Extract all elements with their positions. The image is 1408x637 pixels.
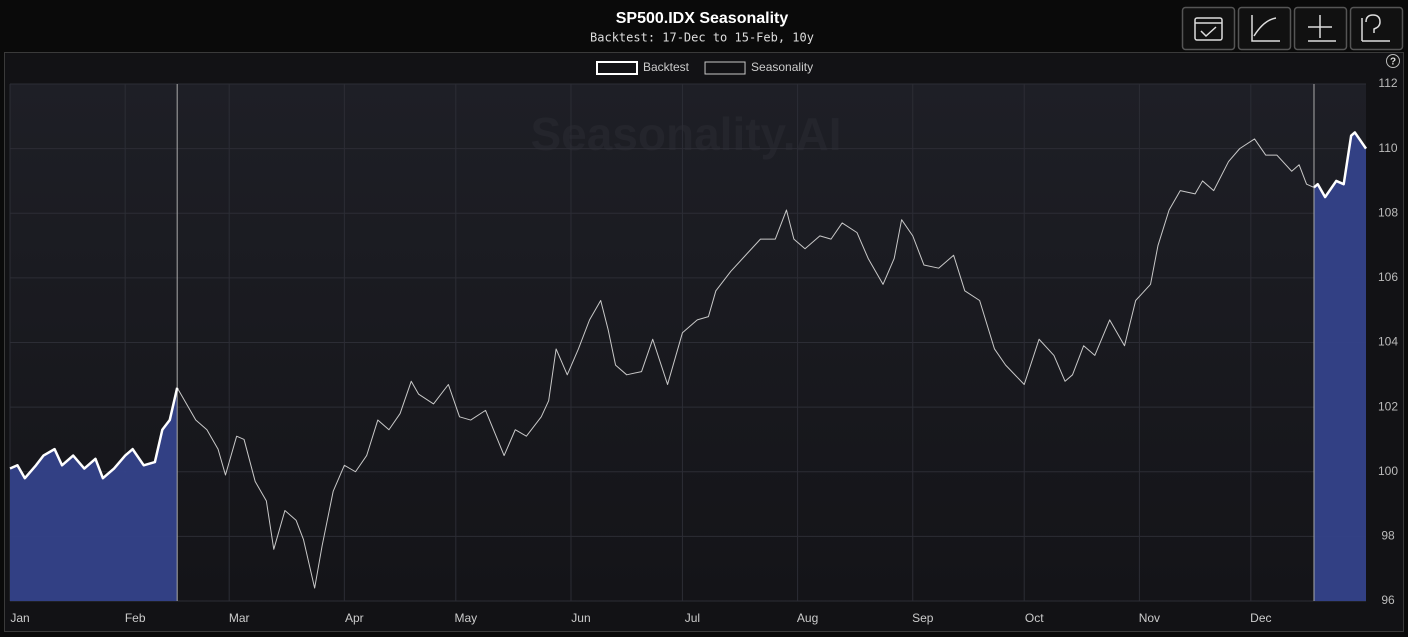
chart-subtitle: Backtest: 17-Dec to 15-Feb, 10y [590, 31, 814, 45]
backtest-area [1313, 132, 1366, 601]
y-tick-label: 104 [1378, 335, 1398, 349]
legend-swatch [596, 61, 638, 75]
x-tick-label: May [454, 611, 477, 625]
y-tick-label: 96 [1381, 593, 1395, 607]
x-tick-label: Oct [1025, 611, 1044, 625]
x-tick-label: Apr [345, 611, 364, 625]
y-tick-label: 110 [1378, 141, 1397, 155]
legend-swatch [704, 61, 746, 75]
add-button[interactable] [1293, 6, 1348, 51]
seasonality-line [176, 138, 1315, 589]
toolbar [1181, 6, 1404, 51]
chart-button[interactable] [1237, 6, 1292, 51]
y-tick-label: 98 [1381, 529, 1395, 543]
x-tick-label: Mar [229, 611, 250, 625]
x-tick-label: Aug [797, 611, 818, 625]
calendar-button[interactable] [1181, 6, 1236, 51]
x-tick-label: Jul [685, 611, 700, 625]
help-icon[interactable]: ? [1386, 54, 1400, 68]
x-tick-label: Feb [125, 611, 146, 625]
x-tick-label: Nov [1139, 611, 1160, 625]
backtest-line [9, 131, 1368, 480]
x-tick-label: Dec [1250, 611, 1271, 625]
help-icon-text: ? [1390, 57, 1396, 68]
legend: Backtest Seasonality [596, 60, 813, 75]
chart-title: SP500.IDX Seasonality [616, 10, 789, 27]
y-tick-label: 108 [1378, 205, 1398, 219]
x-tick-label: Sep [912, 611, 934, 625]
backtest-area [10, 387, 178, 601]
help-button[interactable] [1349, 6, 1404, 51]
y-tick-label: 106 [1378, 270, 1398, 284]
lines [9, 84, 1368, 601]
y-tick-label: 112 [1378, 76, 1397, 90]
watermark: Seasonality.AI [530, 108, 841, 160]
grid [9, 83, 1366, 602]
y-tick-label: 100 [1378, 464, 1398, 478]
x-tick-label: Jun [571, 611, 590, 625]
y-tick-label: 102 [1378, 399, 1398, 413]
legend-label: Backtest [643, 60, 690, 74]
x-tick-label: Jan [10, 611, 29, 625]
legend-label: Seasonality [751, 60, 813, 74]
